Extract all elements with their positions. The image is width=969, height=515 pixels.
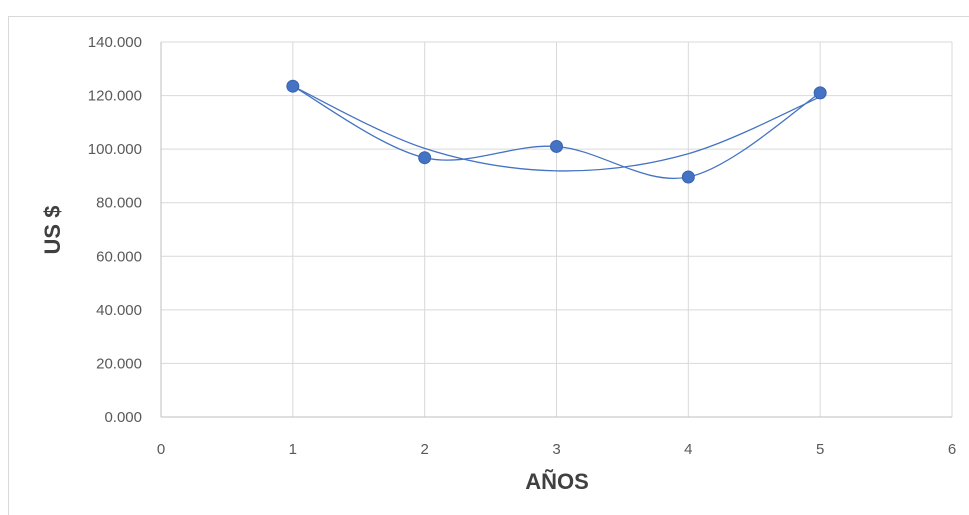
y-tick-label: 20.000: [96, 355, 142, 372]
x-tick-label: 5: [816, 441, 824, 458]
y-tick-labels: 0.000 20.000 40.000 60.000 80.000 100.000 120.…: [88, 34, 142, 426]
y-tick-label: 60.000: [96, 248, 142, 265]
chart-frame: [8, 16, 969, 515]
x-tick-labels: 0 1 2 3 4 5 6: [157, 441, 956, 458]
trendline: [292, 85, 821, 172]
data-point: [418, 151, 432, 165]
x-axis-title: AÑOS: [525, 469, 589, 494]
x-tick-label: 0: [157, 441, 165, 458]
y-axis-title: US $: [40, 206, 65, 255]
x-tick-label: 3: [552, 441, 560, 458]
x-tick-label: 6: [948, 441, 956, 458]
data-point: [813, 86, 827, 100]
gridlines: [161, 41, 953, 417]
y-tick-label: 80.000: [96, 195, 142, 212]
x-tick-label: 4: [684, 441, 692, 458]
y-tick-label: 140.000: [88, 34, 142, 51]
y-tick-label: 40.000: [96, 302, 142, 319]
axes: [160, 42, 952, 418]
data-point: [286, 79, 300, 93]
data-point: [550, 139, 563, 153]
y-tick-label: 0.000: [104, 409, 142, 426]
y-tick-label: 120.000: [88, 88, 142, 105]
x-tick-label: 2: [420, 441, 428, 458]
data-point: [681, 170, 695, 184]
data-points: [286, 79, 827, 184]
x-tick-label: 1: [289, 441, 297, 458]
y-tick-label: 100.000: [88, 141, 142, 158]
